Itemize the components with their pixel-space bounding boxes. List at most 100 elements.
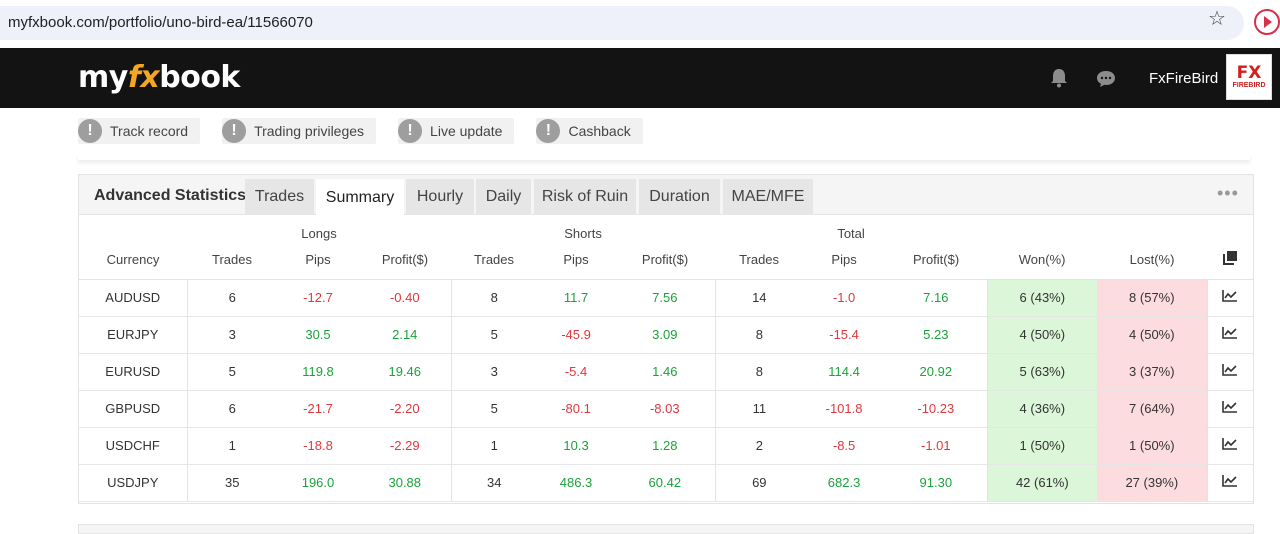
chat-icon[interactable] [1096, 70, 1116, 88]
site-header: myfxbook FxFireBird [0, 48, 1280, 108]
col-long-trades[interactable]: Trades [187, 241, 277, 280]
cell-lost: 1 (50%) [1097, 427, 1208, 465]
col-long-pips[interactable]: Pips [277, 241, 359, 280]
warning-icon: ! [222, 119, 247, 143]
more-options-icon[interactable]: ••• [1217, 183, 1239, 203]
table-row: EURUSD 5 119.8 19.46 3 -5.4 1.46 8 114.4… [79, 353, 1254, 391]
tab-mae-mfe[interactable]: MAE/MFE [723, 179, 813, 215]
cell-long-trades: 5 [187, 353, 277, 391]
warning-icon: ! [536, 119, 561, 143]
tab-hourly[interactable]: Hourly [406, 179, 474, 215]
chart-icon[interactable] [1222, 327, 1238, 339]
cell-short-pips: -45.9 [537, 316, 616, 354]
badge-label: Cashback [568, 123, 631, 139]
cell-total-trades: 2 [715, 427, 804, 465]
cell-won: 4 (50%) [987, 316, 1098, 354]
badge-live-update[interactable]: ! Live update [398, 118, 515, 144]
cell-currency: USDCHF [79, 427, 188, 465]
cell-short-pips: 11.7 [537, 279, 616, 317]
group-header-row: Longs Shorts Total [79, 215, 1253, 241]
col-short-pips[interactable]: Pips [537, 241, 616, 280]
browser-bar: myfxbook.com/portfolio/uno-bird-ea/11566… [0, 0, 1280, 46]
avatar-text: FX [1236, 62, 1262, 83]
myfxbook-logo[interactable]: myfxbook [78, 60, 240, 95]
chart-icon[interactable] [1222, 475, 1238, 487]
cell-short-profit: 3.09 [615, 316, 716, 354]
cell-total-pips: -8.5 [803, 427, 886, 465]
cell-short-trades: 5 [451, 316, 538, 354]
col-won[interactable]: Won(%) [987, 241, 1098, 280]
badge-track-record[interactable]: ! Track record [78, 118, 201, 144]
table-row: USDCHF 1 -18.8 -2.29 1 10.3 1.28 2 -8.5 … [79, 427, 1254, 465]
cell-long-trades: 1 [187, 427, 277, 465]
address-bar[interactable]: myfxbook.com/portfolio/uno-bird-ea/11566… [0, 6, 1244, 40]
cell-long-trades: 6 [187, 390, 277, 428]
cell-long-profit: -0.40 [359, 279, 452, 317]
chart-icon[interactable] [1222, 438, 1238, 450]
user-name[interactable]: FxFireBird [1149, 70, 1219, 87]
col-total-profit[interactable]: Profit($) [885, 241, 988, 280]
play-circle-icon[interactable] [1254, 9, 1280, 35]
chart-icon[interactable] [1222, 290, 1238, 302]
cell-short-trades: 3 [451, 353, 538, 391]
cell-total-profit: 7.16 [885, 279, 988, 317]
warning-icon: ! [398, 119, 423, 143]
tab-risk-of-ruin[interactable]: Risk of Ruin [534, 179, 636, 215]
url-text[interactable]: myfxbook.com/portfolio/uno-bird-ea/11566… [8, 14, 313, 31]
cell-short-trades: 5 [451, 390, 538, 428]
divider [78, 154, 1250, 160]
tab-summary[interactable]: Summary [316, 179, 404, 216]
cell-chart [1207, 464, 1254, 502]
cell-short-profit: 60.42 [615, 464, 716, 502]
chart-icon[interactable] [1222, 401, 1238, 413]
col-short-profit[interactable]: Profit($) [615, 241, 716, 280]
col-short-trades[interactable]: Trades [451, 241, 538, 280]
cell-short-trades: 8 [451, 279, 538, 317]
cell-long-profit: -2.29 [359, 427, 452, 465]
cell-short-pips: -80.1 [537, 390, 616, 428]
tab-duration[interactable]: Duration [639, 179, 720, 215]
cell-long-pips: -12.7 [277, 279, 359, 317]
cell-long-pips: -21.7 [277, 390, 359, 428]
cell-short-pips: 10.3 [537, 427, 616, 465]
next-panel [78, 524, 1254, 534]
cell-total-pips: -1.0 [803, 279, 886, 317]
col-currency[interactable]: Currency [79, 241, 187, 280]
badge-trading-privileges[interactable]: ! Trading privileges [222, 118, 377, 144]
cell-short-profit: -8.03 [615, 390, 716, 428]
col-total-trades[interactable]: Trades [715, 241, 804, 280]
group-longs: Longs [301, 225, 337, 241]
copy-icon[interactable] [1222, 250, 1238, 266]
cell-total-profit: -1.01 [885, 427, 988, 465]
cell-total-pips: 682.3 [803, 464, 886, 502]
col-total-pips[interactable]: Pips [803, 241, 886, 280]
cell-long-pips: 30.5 [277, 316, 359, 354]
star-icon[interactable]: ☆ [1208, 8, 1226, 30]
tab-bar: Advanced Statistics Trades Summary Hourl… [79, 175, 1253, 216]
cell-total-profit: 91.30 [885, 464, 988, 502]
summary-table: Longs Shorts Total Currency Trades Pips … [79, 215, 1254, 502]
chart-icon[interactable] [1222, 364, 1238, 376]
cell-total-pips: -101.8 [803, 390, 886, 428]
cell-won: 1 (50%) [987, 427, 1098, 465]
cell-lost: 4 (50%) [1097, 316, 1208, 354]
avatar[interactable]: FX FIREBIRD [1226, 54, 1272, 100]
cell-long-profit: 2.14 [359, 316, 452, 354]
col-long-profit[interactable]: Profit($) [359, 241, 452, 280]
table-row: USDJPY 35 196.0 30.88 34 486.3 60.42 69 … [79, 464, 1254, 502]
bell-icon[interactable] [1050, 68, 1068, 88]
cell-total-profit: -10.23 [885, 390, 988, 428]
col-lost[interactable]: Lost(%) [1097, 241, 1208, 280]
table-row: EURJPY 3 30.5 2.14 5 -45.9 3.09 8 -15.4 … [79, 316, 1254, 354]
cell-short-profit: 1.28 [615, 427, 716, 465]
warning-icon: ! [78, 119, 102, 143]
badge-cashback[interactable]: ! Cashback [536, 118, 643, 144]
tab-daily[interactable]: Daily [476, 179, 531, 215]
avatar-subtext: FIREBIRD [1232, 81, 1266, 89]
tab-trades[interactable]: Trades [245, 179, 314, 215]
copy-table-cell [1207, 241, 1254, 280]
cell-short-pips: -5.4 [537, 353, 616, 391]
cell-chart [1207, 390, 1254, 428]
cell-currency: USDJPY [79, 464, 188, 502]
cell-won: 4 (36%) [987, 390, 1098, 428]
